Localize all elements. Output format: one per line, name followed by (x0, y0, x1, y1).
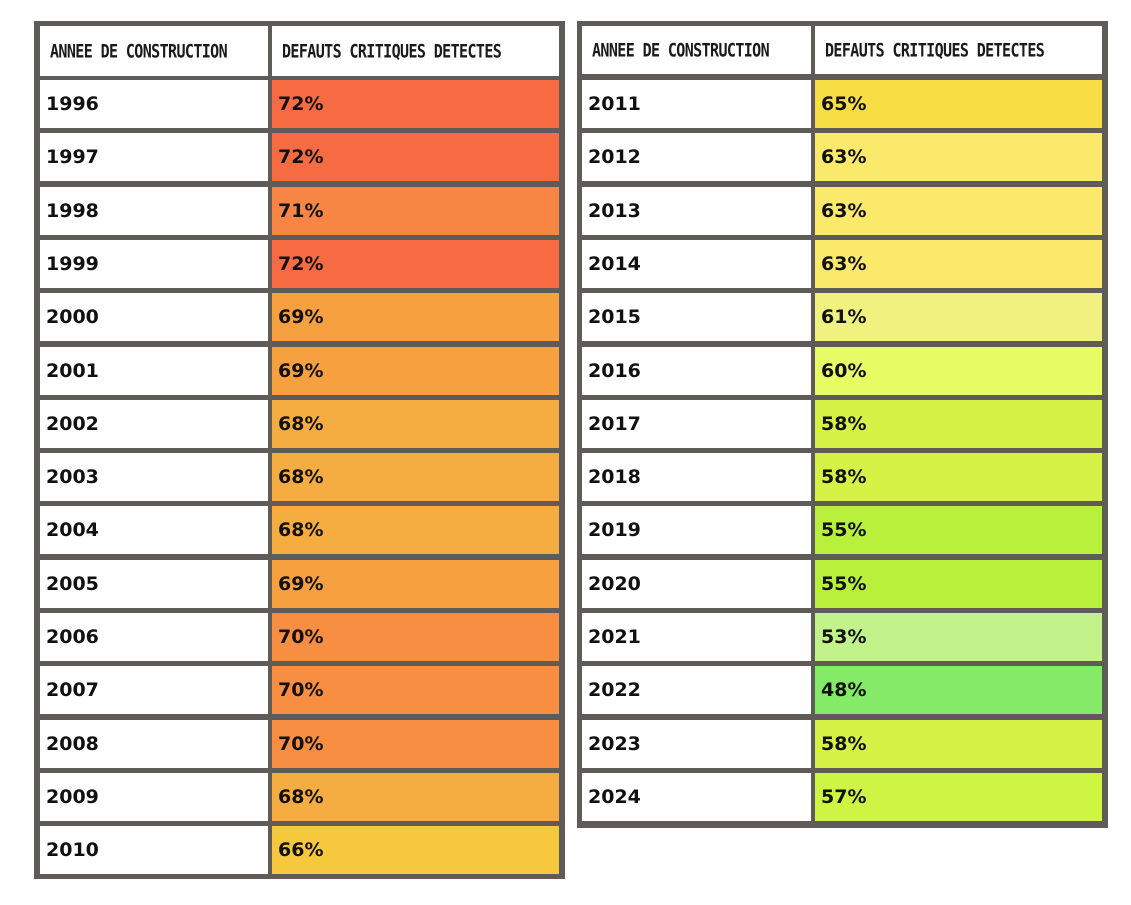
year-cell: 2001 (40, 346, 268, 395)
year-cell: 1996 (40, 80, 268, 128)
defect-rate-cell: 55% (815, 506, 1102, 555)
year-cell: 2013 (582, 186, 811, 235)
year-cell: 2010 (40, 826, 268, 875)
year-cell: 2020 (582, 559, 811, 608)
defect-rate-cell: 68% (272, 399, 559, 448)
year-cell: 2015 (582, 293, 811, 342)
defect-rate-cell: 63% (815, 239, 1102, 288)
defect-rate-cell: 58% (815, 453, 1102, 502)
defect-rate-cell: 58% (815, 399, 1102, 448)
year-cell: 2006 (40, 613, 268, 661)
year-cell: 1999 (40, 239, 268, 288)
year-cell: 2003 (40, 453, 268, 502)
defect-rate-cell: 60% (815, 346, 1102, 395)
defect-rate-cell: 72% (272, 133, 559, 182)
defect-rate-cell: 65% (815, 80, 1102, 128)
year-cell: 2019 (582, 506, 811, 555)
year-cell: 2014 (582, 239, 811, 288)
defect-rate-cell: 66% (272, 826, 559, 875)
defect-rate-cell: 69% (272, 293, 559, 342)
column-header-year-text: ANNEE DE CONSTRUCTION (50, 39, 228, 63)
column-header-defects-text: DEFAUTS CRITIQUES DETECTES (282, 39, 502, 63)
defect-rate-cell: 57% (815, 772, 1102, 821)
year-cell: 2005 (40, 559, 268, 608)
year-cell: 2007 (40, 666, 268, 715)
defect-rate-cell: 48% (815, 666, 1102, 715)
defect-rate-cell: 68% (272, 453, 559, 502)
defect-rate-cell: 70% (272, 613, 559, 661)
year-cell: 1997 (40, 133, 268, 182)
column-header-year: ANNEE DE CONSTRUCTION (582, 26, 811, 74)
defect-rate-cell: 72% (272, 239, 559, 288)
year-cell: 2018 (582, 453, 811, 502)
column-header-defects: DEFAUTS CRITIQUES DETECTES (815, 26, 1102, 74)
defect-rate-cell: 63% (815, 133, 1102, 182)
year-cell: 2017 (582, 399, 811, 448)
year-cell: 2000 (40, 293, 268, 342)
year-cell: 2023 (582, 719, 811, 768)
year-cell: 2022 (582, 666, 811, 715)
year-cell: 2011 (582, 80, 811, 128)
defect-rate-cell: 68% (272, 772, 559, 821)
defect-rate-cell: 53% (815, 613, 1102, 661)
defect-rate-cell: 70% (272, 719, 559, 768)
defect-rate-cell: 71% (272, 186, 559, 235)
year-cell: 2002 (40, 399, 268, 448)
year-cell: 2008 (40, 719, 268, 768)
year-cell: 2012 (582, 133, 811, 182)
column-header-defects-text: DEFAUTS CRITIQUES DETECTES (825, 38, 1045, 62)
year-cell: 1998 (40, 186, 268, 235)
column-header-year-text: ANNEE DE CONSTRUCTION (592, 38, 770, 62)
defect-rate-cell: 69% (272, 346, 559, 395)
defect-rate-cell: 70% (272, 666, 559, 715)
defect-rate-cell: 63% (815, 186, 1102, 235)
column-header-year: ANNEE DE CONSTRUCTION (40, 26, 268, 76)
construction-year-table-left: ANNEE DE CONSTRUCTION DEFAUTS CRITIQUES … (34, 21, 565, 879)
year-cell: 2024 (582, 772, 811, 821)
defect-rate-cell: 69% (272, 559, 559, 608)
defect-rate-cell: 61% (815, 293, 1102, 342)
column-header-defects: DEFAUTS CRITIQUES DETECTES (272, 26, 559, 76)
year-cell: 2021 (582, 613, 811, 661)
year-cell: 2004 (40, 506, 268, 555)
year-cell: 2016 (582, 346, 811, 395)
defect-rate-cell: 58% (815, 719, 1102, 768)
defect-rate-cell: 55% (815, 559, 1102, 608)
defect-rate-cell: 72% (272, 80, 559, 128)
year-cell: 2009 (40, 772, 268, 821)
defect-rate-cell: 68% (272, 506, 559, 555)
construction-year-table-right: ANNEE DE CONSTRUCTION DEFAUTS CRITIQUES … (577, 21, 1108, 828)
